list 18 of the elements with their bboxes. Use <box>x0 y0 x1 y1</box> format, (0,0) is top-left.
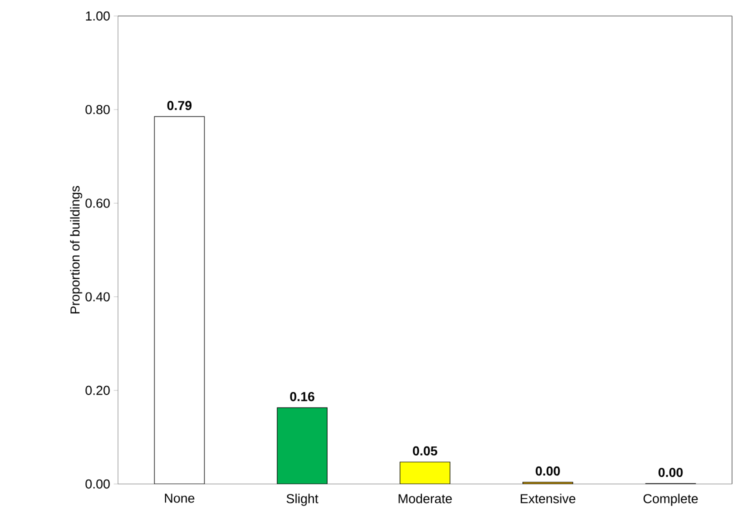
x-tick-label: Slight <box>286 494 318 506</box>
x-tick-label: Extensive <box>520 494 576 504</box>
data-label: 0.00 <box>658 468 683 478</box>
y-tick-label: 0.60 <box>86 198 110 208</box>
y-axis-title: Proportion of buildings <box>70 186 82 314</box>
bar <box>154 116 205 484</box>
x-tick-label: Moderate <box>398 494 452 504</box>
data-label: 0.00 <box>536 466 560 476</box>
x-tick-label: Complete <box>644 494 698 506</box>
y-tick-label: 0.00 <box>86 479 110 489</box>
data-label: 0.05 <box>412 446 438 456</box>
y-tick-label: 1.00 <box>86 11 110 21</box>
x-tick-label: None <box>164 494 194 503</box>
data-label: 0.16 <box>290 392 314 402</box>
y-tick-label: 0.80 <box>86 104 110 114</box>
data-label: 0.79 <box>167 100 192 110</box>
y-tick-label: 0.20 <box>86 386 110 395</box>
y-tick-label: 0.40 <box>86 292 110 302</box>
